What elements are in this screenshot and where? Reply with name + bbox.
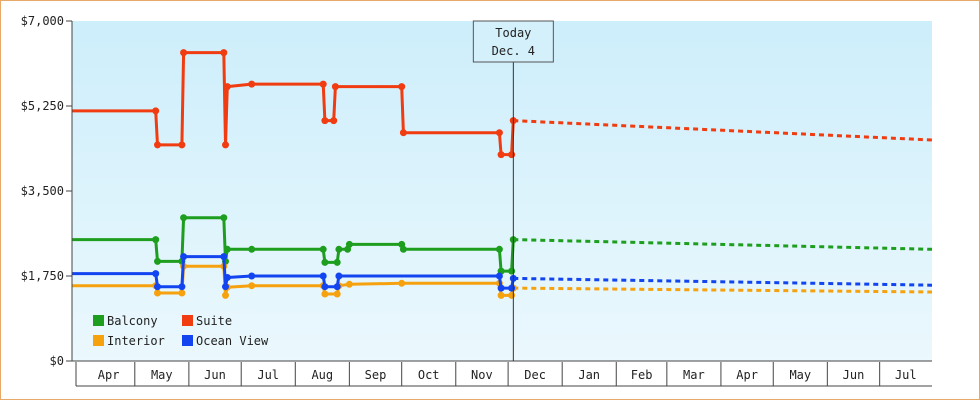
data-point-suite <box>508 151 516 159</box>
data-point-balcony <box>333 258 341 266</box>
forecast-line-ocean-view <box>513 276 933 287</box>
legend-label-interior: Interior <box>107 334 165 348</box>
data-point-suite <box>248 80 256 88</box>
data-point-interior <box>508 291 516 299</box>
forecast-line-interior <box>513 286 933 294</box>
x-tick-label: Oct <box>418 368 440 382</box>
data-point-balcony <box>345 240 353 248</box>
data-point-interior <box>333 290 341 298</box>
data-point-suite <box>331 83 339 91</box>
data-point-balcony <box>321 258 329 266</box>
legend-label-suite: Suite <box>196 314 232 328</box>
y-tick-label: $7,000 <box>21 14 64 28</box>
plot-area <box>72 21 932 361</box>
y-tick-label: $0 <box>50 354 64 368</box>
x-tick-label: Apr <box>98 368 120 382</box>
data-point-ocean-view <box>335 272 343 280</box>
data-point-suite <box>399 129 407 137</box>
data-point-ocean-view <box>321 283 329 291</box>
data-point-ocean-view <box>154 283 161 291</box>
data-point-balcony <box>154 257 161 265</box>
data-point-ocean-view <box>152 270 160 278</box>
data-point-suite <box>319 80 327 88</box>
data-point-balcony <box>335 245 343 253</box>
x-tick-label: Jul <box>257 368 279 382</box>
data-point-suite <box>222 141 229 149</box>
x-tick-label: May <box>151 368 173 382</box>
data-point-ocean-view <box>220 253 228 261</box>
x-tick-label: Jun <box>204 368 226 382</box>
data-point-interior <box>222 291 229 299</box>
forecast-line-balcony <box>513 238 933 251</box>
data-point-ocean-view <box>333 283 341 291</box>
data-point-balcony <box>399 245 407 253</box>
data-point-balcony <box>248 245 256 253</box>
x-tick-label: Feb <box>631 368 653 382</box>
data-point-ocean-view <box>319 272 327 280</box>
x-tick-label: Jul <box>895 368 917 382</box>
data-point-balcony <box>495 245 503 253</box>
today-box <box>472 20 554 63</box>
data-point-ocean-view <box>222 283 229 291</box>
data-point-ocean-view <box>248 272 256 280</box>
x-tick-label: Apr <box>736 368 758 382</box>
y-tick-label: $1,750 <box>21 269 64 283</box>
x-tick-label: Jun <box>843 368 865 382</box>
forecast-line-suite <box>513 119 933 142</box>
data-point-interior <box>398 279 406 287</box>
data-point-ocean-view <box>508 284 516 292</box>
legend-swatch-suite <box>182 315 193 326</box>
data-point-interior <box>178 289 186 297</box>
data-point-balcony <box>220 214 228 222</box>
data-point-suite <box>152 107 160 115</box>
data-point-suite <box>497 151 505 159</box>
data-point-suite <box>180 49 188 57</box>
data-point-balcony <box>180 214 188 222</box>
legend-swatch-ocean-view <box>182 335 193 346</box>
legend-swatch-balcony <box>93 315 104 326</box>
data-point-ocean-view <box>497 284 505 292</box>
x-tick-label: Dec <box>524 368 546 382</box>
data-point-interior <box>248 282 256 290</box>
data-point-suite <box>178 141 186 149</box>
x-tick-label: Sep <box>365 368 387 382</box>
data-point-interior <box>321 290 329 298</box>
data-point-interior <box>345 280 353 288</box>
legend-label-balcony: Balcony <box>107 314 158 328</box>
legend-swatch-interior <box>93 335 104 346</box>
data-point-balcony <box>223 245 231 253</box>
today-date: Dec. 4 <box>492 44 535 58</box>
data-point-interior <box>497 291 505 299</box>
data-point-suite <box>398 83 406 91</box>
data-point-ocean-view <box>180 253 188 261</box>
data-point-suite <box>321 117 329 125</box>
data-point-suite <box>495 129 503 137</box>
data-point-balcony <box>319 245 327 253</box>
data-point-ocean-view <box>178 283 186 291</box>
today-label: Today <box>495 26 531 40</box>
data-point-suite <box>223 83 231 91</box>
data-point-ocean-view <box>495 272 503 280</box>
y-tick-label: $3,500 <box>21 184 64 198</box>
data-point-interior <box>154 289 161 297</box>
data-point-suite <box>330 117 338 125</box>
data-point-suite <box>154 141 161 149</box>
data-point-balcony <box>152 236 160 244</box>
x-tick-label: Jan <box>578 368 600 382</box>
data-point-suite <box>220 49 228 57</box>
x-tick-label: May <box>789 368 811 382</box>
x-tick-label: Nov <box>471 368 493 382</box>
data-point-ocean-view <box>223 274 231 281</box>
x-tick-label: Aug <box>311 368 333 382</box>
legend-label-ocean-view: Ocean View <box>196 334 269 348</box>
y-tick-label: $5,250 <box>21 99 64 113</box>
x-tick-label: Mar <box>683 368 705 382</box>
data-point-balcony <box>508 267 516 275</box>
